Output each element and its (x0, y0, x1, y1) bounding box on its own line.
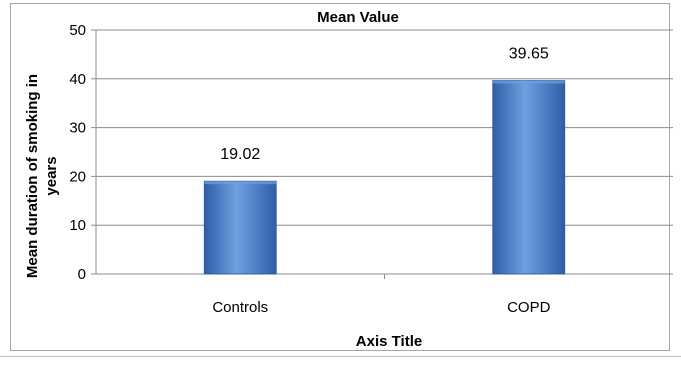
gridlines (96, 29, 673, 226)
labels: 0 10 20 30 40 50 19.02 Controls 39.65 COPD (69, 22, 550, 316)
axes (91, 29, 673, 279)
x-axis-title: Axis Title (356, 333, 422, 350)
x-tick-label-copd: COPD (507, 299, 551, 316)
bar-top-highlight-copd (492, 80, 565, 84)
y-tick-label-30: 30 (69, 120, 86, 137)
chart-title: Mean Value (317, 9, 399, 26)
bars (203, 80, 566, 275)
page-bottom-rule (0, 356, 681, 357)
y-axis-title-line-2: years (43, 156, 60, 195)
y-tick-label-40: 40 (69, 71, 86, 88)
data-label-controls: 19.02 (220, 146, 260, 163)
y-tick-label-50: 50 (69, 22, 86, 39)
y-axis-title-line-1: Mean duration of smoking in (24, 74, 41, 278)
bar-copd (492, 80, 566, 275)
x-tick-label-controls: Controls (212, 299, 268, 316)
y-tick-label-20: 20 (69, 168, 86, 185)
y-tick-label-0: 0 (78, 266, 86, 283)
bar-top-highlight-controls (204, 181, 277, 185)
y-tick-label-10: 10 (69, 217, 86, 234)
bar-controls (203, 180, 277, 275)
data-label-copd: 39.65 (509, 46, 549, 63)
